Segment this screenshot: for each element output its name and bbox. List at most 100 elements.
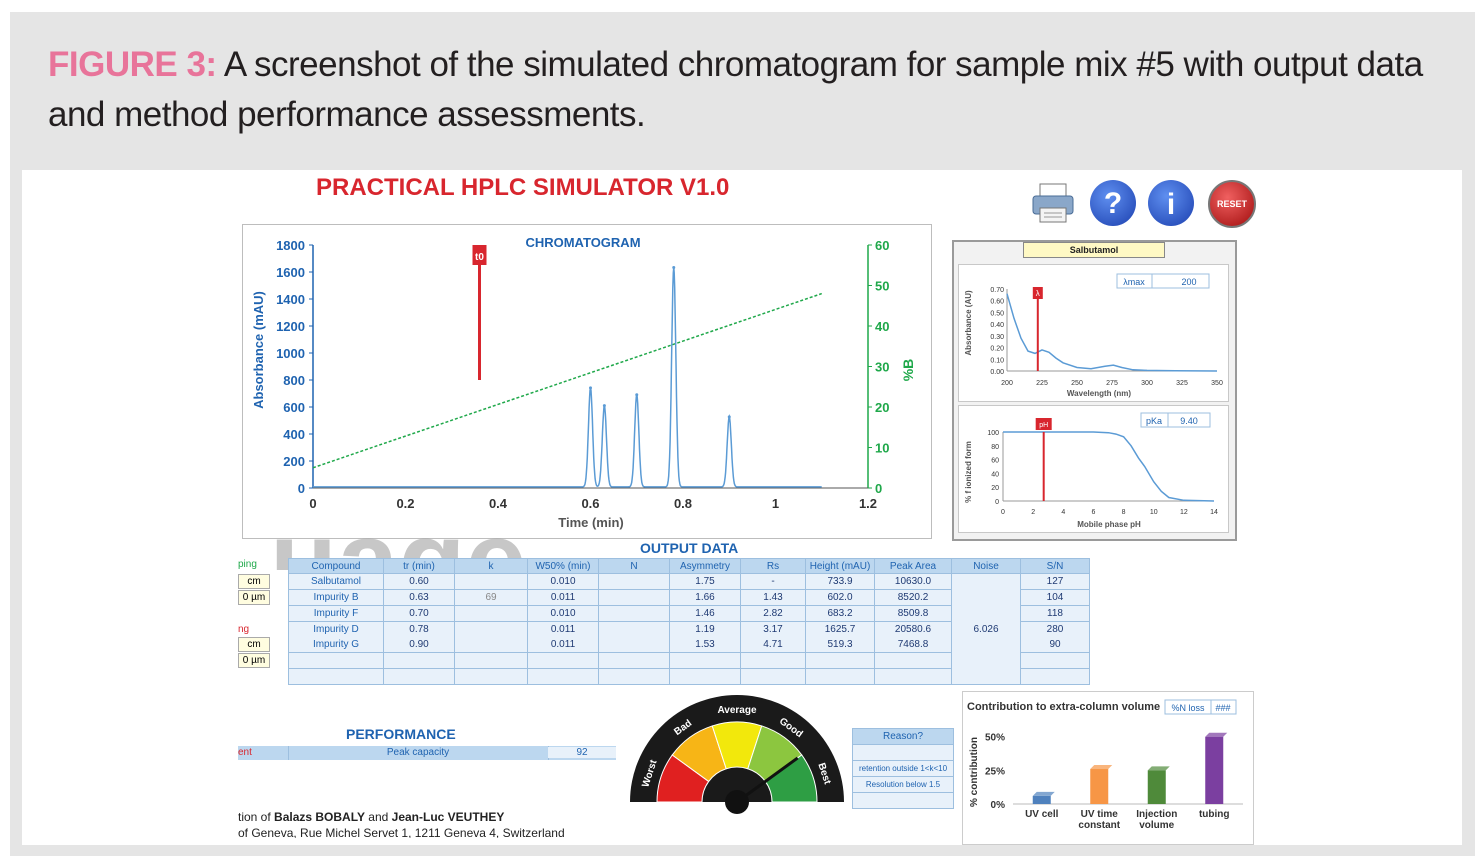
- peak-capacity-label: Peak capacity: [386, 747, 450, 758]
- contribution-y-label: % contribution: [969, 737, 980, 807]
- col-compound: Compound: [288, 558, 384, 574]
- table-cell: 519.3: [805, 637, 875, 653]
- table-row: Impurity G 0.90 0.011 1.53 4.71 519.3 7468.8 90: [288, 637, 1090, 653]
- empty-cell: [805, 652, 875, 669]
- y-tick-label: 1000: [276, 346, 305, 361]
- reset-button[interactable]: RESET: [1208, 180, 1256, 228]
- gauge-hub: [725, 790, 749, 814]
- empty-cell: [669, 668, 741, 685]
- y2-tick-label: 50: [875, 279, 889, 294]
- table-cell: 0.011: [527, 621, 599, 637]
- pka-x-tick: 10: [1150, 509, 1158, 516]
- pka-y-tick: 0: [995, 499, 999, 506]
- table-row: [288, 668, 1090, 685]
- uv-y-tick: 0.30: [990, 334, 1004, 341]
- hash-label: ###: [1215, 703, 1230, 713]
- table-cell: 0.010: [527, 605, 599, 622]
- peak-apex: [672, 265, 676, 269]
- uv-x-tick: 200: [1001, 380, 1013, 387]
- credits-prefix: tion of: [238, 810, 275, 824]
- pka-y-tick: 80: [991, 444, 999, 451]
- pka-x-tick: 8: [1122, 509, 1126, 516]
- uv-x-tick: 225: [1036, 380, 1048, 387]
- uv-spectrum-chart: λmax 200 Wavelength (nm) Absorbance (AU)…: [958, 264, 1229, 402]
- info-button[interactable]: i: [1148, 180, 1194, 226]
- uv-x-tick: 350: [1211, 380, 1223, 387]
- table-cell: 7468.8: [874, 637, 952, 653]
- peak-capacity-value: 92: [548, 747, 616, 758]
- compound-name: Salbutamol: [1023, 242, 1165, 258]
- table-cell: 0.63: [383, 589, 455, 606]
- table-cell: 1625.7: [805, 621, 875, 637]
- empty-cell: [288, 668, 384, 685]
- particle-size-field[interactable]: 0 µm: [238, 590, 270, 605]
- compound-cell: Impurity F: [288, 605, 384, 622]
- table-cell: 2.82: [740, 605, 806, 622]
- ionization-svg: pKa 9.40 Mobile phase pH % f ionized for…: [964, 412, 1218, 529]
- contrib-category-label: tubing: [1199, 809, 1230, 820]
- hash-button[interactable]: [1210, 699, 1237, 715]
- pka-x-tick: 0: [1001, 509, 1005, 516]
- y2-tick-label: 30: [875, 360, 889, 375]
- reset-label: RESET: [1217, 199, 1248, 209]
- credits-line-2: of Geneva, Rue Michel Servet 1, 1211 Gen…: [238, 826, 565, 838]
- y-tick-label: 400: [283, 427, 305, 442]
- print-button[interactable]: [1030, 180, 1076, 226]
- empty-cell: [454, 652, 528, 669]
- table-cell: 3.17: [740, 621, 806, 637]
- empty-cell: [288, 652, 384, 669]
- contrib-bar: [1147, 770, 1166, 804]
- table-row: Impurity F 0.70 0.010 1.46 2.82 683.2 8509.8 11…: [288, 605, 1090, 622]
- table-cell: 602.0: [805, 589, 875, 606]
- contrib-bar-top: [1090, 765, 1113, 770]
- lambda-value: 200: [1181, 277, 1196, 287]
- lambda-label: λmax: [1123, 277, 1145, 287]
- ph-marker-label: pH: [1039, 422, 1048, 429]
- table-cell: 1.66: [669, 589, 741, 606]
- particle-size-field-2[interactable]: 0 µm: [238, 653, 270, 668]
- table-cell: 4.71: [740, 637, 806, 653]
- pka-x-tick: 2: [1031, 509, 1035, 516]
- column-length-field[interactable]: cm: [238, 574, 270, 589]
- contrib-category-label: UV time: [1081, 809, 1119, 820]
- table-cell: [454, 605, 528, 622]
- uv-y-tick: 0.20: [990, 346, 1004, 353]
- x-axis-label: Time (min): [558, 515, 624, 530]
- peak-apex: [727, 415, 731, 419]
- uv-y-tick: 0.00: [990, 369, 1004, 376]
- y2-tick-label: 10: [875, 441, 889, 456]
- lambda-value-box[interactable]: [1151, 273, 1210, 289]
- y2-tick-label: 60: [875, 238, 889, 253]
- author-1: Balazs BOBALY: [274, 810, 365, 824]
- help-button[interactable]: ?: [1090, 180, 1136, 226]
- svg-text:?: ?: [1104, 187, 1122, 220]
- pka-value-box[interactable]: [1167, 412, 1211, 428]
- chromatogram-svg: CHROMATOGRAM Absorbance (mAU) %B Time (m…: [251, 235, 916, 530]
- table-cell: [598, 621, 670, 637]
- perf-divider-1: [288, 746, 289, 760]
- left-label-a: ping: [238, 559, 257, 570]
- compound-cell: Impurity D: [288, 621, 384, 637]
- contrib-bar: [1205, 736, 1224, 804]
- compound-cell: Salbutamol: [288, 573, 384, 590]
- x-tick-label: 0: [309, 496, 316, 511]
- y-tick-label: 200: [283, 454, 305, 469]
- empty-cell: [598, 668, 670, 685]
- y-tick-label: 1600: [276, 265, 305, 280]
- uv-y-tick: 0.40: [990, 322, 1004, 329]
- col-w50: W50% (min): [527, 558, 599, 574]
- empty-cell: [740, 652, 806, 669]
- uv-spectrum-svg: λmax 200 Wavelength (nm) Absorbance (AU)…: [964, 273, 1223, 398]
- ph-marker-box: [1035, 418, 1052, 430]
- column-length-field-2[interactable]: cm: [238, 637, 270, 652]
- question-icon: ?: [1104, 187, 1122, 220]
- uv-x-tick: 325: [1176, 380, 1188, 387]
- credits-and: and: [364, 810, 392, 824]
- col-k: k: [454, 558, 528, 574]
- pka-value: 9.40: [1180, 416, 1198, 426]
- table-cell: 0.90: [383, 637, 455, 653]
- empty-cell: [598, 652, 670, 669]
- ionization-line: [1003, 431, 1215, 502]
- contribution-chart: Contribution to extra-column volume %N l…: [962, 691, 1254, 845]
